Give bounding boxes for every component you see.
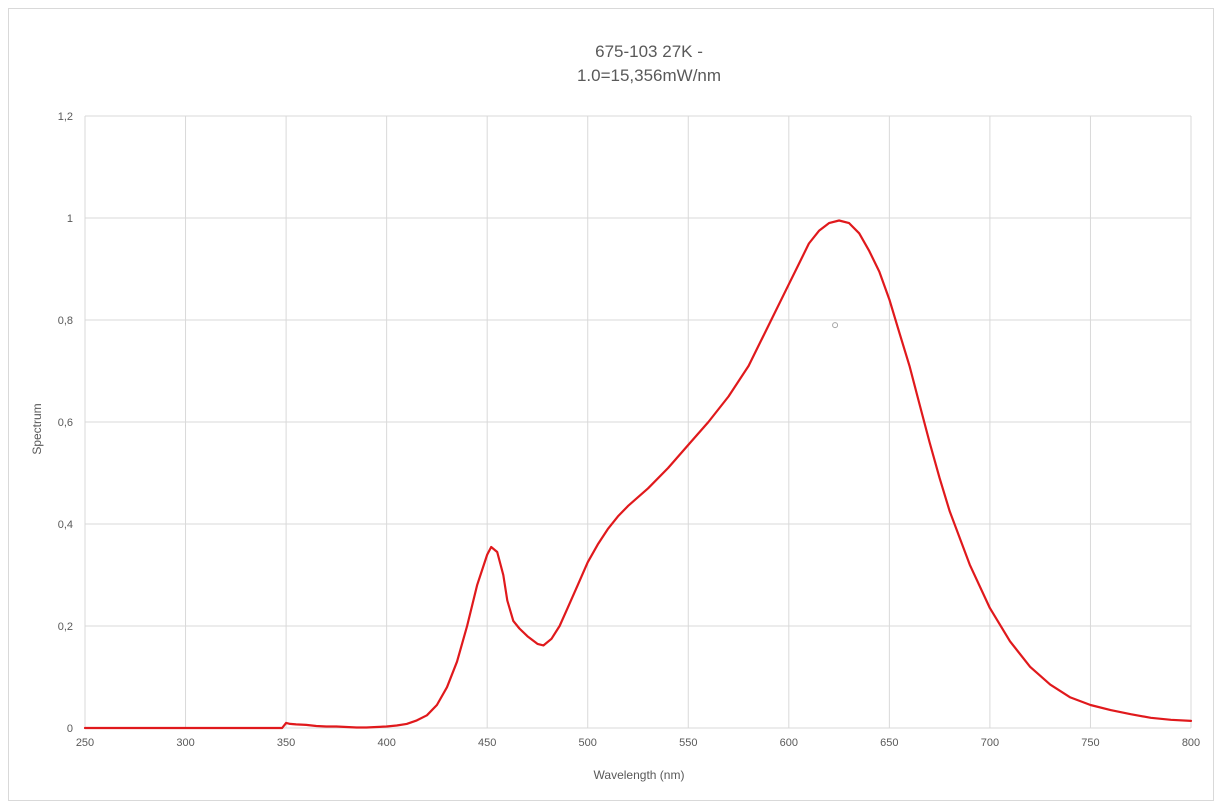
x-tick-label: 300 <box>176 737 194 749</box>
x-tick-label: 450 <box>478 737 496 749</box>
x-axis-title: Wavelength (nm) <box>594 768 685 782</box>
x-tick-label: 700 <box>981 737 999 749</box>
x-tick-label: 250 <box>76 737 94 749</box>
chart-frame: 675-103 27K - 1.0=15,356mW/nm 250 300 350 4… <box>8 8 1214 801</box>
y-axis-title: Spectrum <box>30 403 44 454</box>
y-tick-label: 0,2 <box>58 621 73 633</box>
x-tick-label: 650 <box>880 737 898 749</box>
y-tick-label: 0,4 <box>58 519 73 531</box>
x-tick-label: 750 <box>1081 737 1099 749</box>
x-tick-label: 350 <box>277 737 295 749</box>
y-tick-label: 1,2 <box>58 111 73 123</box>
series-line-spectrum <box>83 219 1193 730</box>
y-tick-labels: 0 0,2 0,4 0,6 0,8 1 1,2 <box>58 111 73 735</box>
y-tick-label: 0 <box>67 723 73 735</box>
chart-svg: 675-103 27K - 1.0=15,356mW/nm 250 300 350 4… <box>30 42 1200 782</box>
y-tick-label: 1 <box>67 213 73 225</box>
gridlines <box>84 115 1192 729</box>
chart-title-line-2: 1.0=15,356mW/nm <box>577 66 721 85</box>
x-tick-label: 500 <box>579 737 597 749</box>
x-tick-labels: 250 300 350 400 450 500 550 600 650 700 750 800 <box>76 737 1200 749</box>
x-tick-label: 550 <box>679 737 697 749</box>
x-tick-label: 400 <box>377 737 395 749</box>
x-tick-label: 600 <box>780 737 798 749</box>
y-tick-label: 0,6 <box>58 417 73 429</box>
x-tick-label: 800 <box>1182 737 1200 749</box>
chart-title-line-1: 675-103 27K - <box>595 42 703 61</box>
data-marker <box>832 322 839 329</box>
y-tick-label: 0,8 <box>58 315 73 327</box>
